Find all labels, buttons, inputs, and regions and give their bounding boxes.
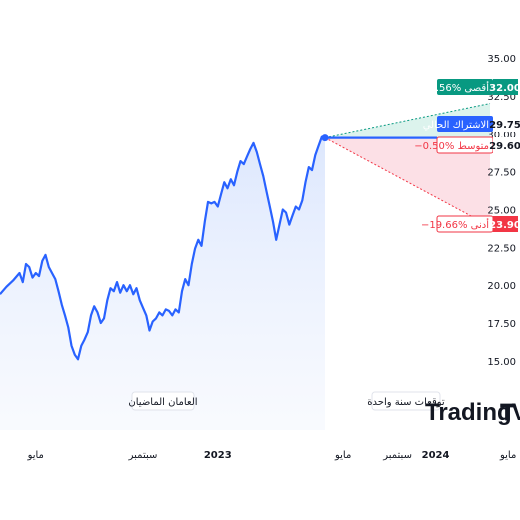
y-axis: 35.00 32.50 30.00 27.50 25.00 22.50 20.00 17.50… xyxy=(487,54,516,368)
svg-text:+7.56% أقصى: +7.56% أقصى xyxy=(421,81,489,94)
max-tag: +7.56% أقصى 32.00 xyxy=(421,79,520,95)
x-tick-label: مايو xyxy=(499,450,516,461)
y-tick-label: 15.00 xyxy=(487,357,516,368)
svg-text:TradingView: TradingView xyxy=(425,399,520,426)
y-tick-label: 20.00 xyxy=(487,281,516,292)
svg-text:توقعات سنة واحدة: توقعات سنة واحدة xyxy=(367,397,445,408)
svg-text:29.60: 29.60 xyxy=(489,141,520,152)
svg-text:−19.66% أدنى: −19.66% أدنى xyxy=(421,218,489,231)
tv-logo-icon: 𝐓 xyxy=(500,400,514,425)
y-tick-label: 17.50 xyxy=(487,319,516,330)
y-tick-label: 27.50 xyxy=(487,168,516,179)
svg-text:32.00: 32.00 xyxy=(489,83,520,94)
y-tick-label: 30.00 xyxy=(487,130,516,141)
tradingview-watermark: TradingView 𝐓 xyxy=(425,399,520,426)
y-tick-label: 25.00 xyxy=(487,205,516,216)
history-line xyxy=(0,135,326,361)
svg-text:العامان الماضيان: العامان الماضيان xyxy=(128,397,197,408)
svg-text:الاشتراك الحالي: الاشتراك الحالي xyxy=(423,120,489,131)
forecast-max-ray xyxy=(324,103,491,139)
future-period-label: توقعات سنة واحدة xyxy=(367,391,445,411)
x-tick-label: مايو xyxy=(334,450,351,461)
x-tick-label: 2023 xyxy=(204,450,232,461)
x-tick-label: مايو xyxy=(27,450,44,461)
x-tick-label: سبتمبر xyxy=(128,450,158,461)
svg-text:23.90: 23.90 xyxy=(489,220,520,231)
x-tick-label: 2024 xyxy=(422,450,450,461)
y-tick-label: 32.50 xyxy=(487,92,516,103)
forecast-min-ray xyxy=(324,137,491,227)
avg-tag: −0.50% متوسط 29.60 xyxy=(414,136,520,154)
min-tag: −19.66% أدنى 23.90 xyxy=(421,215,520,233)
svg-text:−0.50% متوسط: −0.50% متوسط xyxy=(414,141,489,152)
current-tag: الاشتراك الحالي 29.75 xyxy=(423,116,520,132)
current-price-dot xyxy=(321,134,329,142)
svg-text:29.75: 29.75 xyxy=(489,120,520,131)
history-area xyxy=(0,136,325,431)
x-axis: مايوسبتمبر2023مايوسبتمبر2024مايوسبتمبر20… xyxy=(27,450,517,461)
y-tick-label: 22.50 xyxy=(487,243,516,254)
past-period-label: العامان الماضيان xyxy=(128,391,198,411)
y-tick-label: 35.00 xyxy=(487,54,516,65)
x-tick-label: سبتمبر xyxy=(382,450,412,461)
